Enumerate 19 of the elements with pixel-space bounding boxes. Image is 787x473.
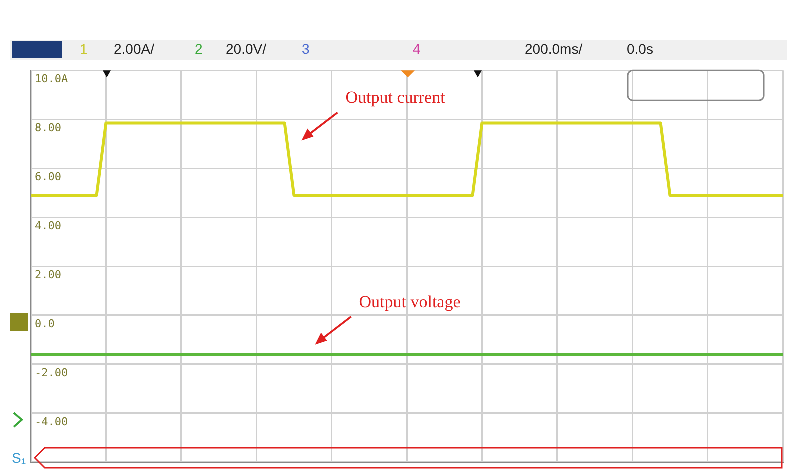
text: 2.00A/ xyxy=(114,41,154,57)
text: 4 xyxy=(413,41,421,57)
text: S₁ xyxy=(12,450,26,466)
y-tick-label: 4.00 xyxy=(35,219,62,232)
y-tick-label: 8.00 xyxy=(35,121,62,134)
text: 3 xyxy=(302,41,310,57)
y-tick-label: 0.0 xyxy=(35,317,55,330)
y-tick-label: -2.00 xyxy=(35,366,68,380)
text: 2 xyxy=(195,41,203,57)
annotation: Output voltage xyxy=(359,292,461,312)
annotation: Output current xyxy=(346,88,446,108)
text: 1 xyxy=(80,41,88,57)
y-tick-label: -4.00 xyxy=(35,415,68,428)
y-tick-label: 10.0A xyxy=(35,72,68,86)
y-tick-label: 2.00 xyxy=(35,268,62,282)
y-tick-label: 6.00 xyxy=(35,170,62,184)
text: 0.0s xyxy=(627,41,654,57)
text: 20.0V/ xyxy=(226,41,266,57)
text: 200.0ms/ xyxy=(525,41,583,57)
